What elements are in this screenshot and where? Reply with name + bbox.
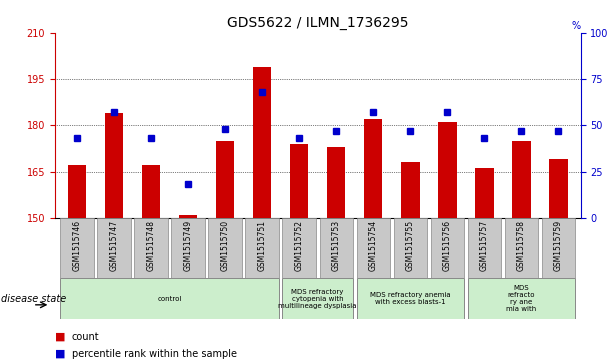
Text: percentile rank within the sample: percentile rank within the sample — [72, 349, 237, 359]
Bar — [356, 218, 390, 278]
Bar — [401, 162, 420, 218]
Text: MDS refractory
cytopenia with
multilineage dysplasia: MDS refractory cytopenia with multilinea… — [278, 289, 357, 309]
Bar — [512, 141, 531, 218]
Text: %: % — [572, 21, 581, 31]
Bar — [549, 159, 568, 218]
Bar — [542, 218, 575, 278]
Text: GSM1515753: GSM1515753 — [332, 220, 340, 271]
Bar — [105, 113, 123, 218]
Bar — [505, 218, 538, 278]
Text: ■: ■ — [55, 349, 65, 359]
Text: GSM1515757: GSM1515757 — [480, 220, 489, 271]
Bar — [253, 67, 271, 218]
Text: GSM1515759: GSM1515759 — [554, 220, 563, 271]
Text: GSM1515747: GSM1515747 — [109, 220, 119, 271]
Bar — [134, 218, 168, 278]
Bar — [67, 166, 86, 218]
Bar — [320, 218, 353, 278]
Text: GSM1515755: GSM1515755 — [406, 220, 415, 271]
Bar — [290, 144, 308, 218]
Text: GSM1515749: GSM1515749 — [184, 220, 193, 271]
Bar — [468, 218, 501, 278]
Bar — [364, 119, 382, 218]
Bar — [430, 218, 464, 278]
Bar — [216, 141, 234, 218]
Bar — [327, 147, 345, 218]
Bar — [475, 168, 494, 218]
Text: MDS refractory anemia
with excess blasts-1: MDS refractory anemia with excess blasts… — [370, 292, 451, 305]
Text: GSM1515752: GSM1515752 — [295, 220, 303, 271]
Text: disease state: disease state — [1, 294, 66, 303]
Text: GSM1515754: GSM1515754 — [368, 220, 378, 271]
Bar — [142, 166, 161, 218]
Bar — [171, 218, 205, 278]
Bar — [60, 278, 279, 319]
Text: GSM1515750: GSM1515750 — [221, 220, 230, 271]
Bar — [283, 278, 353, 319]
Bar — [179, 215, 198, 218]
Bar — [356, 278, 464, 319]
Text: GSM1515758: GSM1515758 — [517, 220, 526, 271]
Bar — [468, 278, 575, 319]
Bar — [97, 218, 131, 278]
Text: count: count — [72, 332, 99, 342]
Bar — [393, 218, 427, 278]
Text: GSM1515756: GSM1515756 — [443, 220, 452, 271]
Bar — [246, 218, 279, 278]
Title: GDS5622 / ILMN_1736295: GDS5622 / ILMN_1736295 — [227, 16, 409, 30]
Bar — [209, 218, 242, 278]
Text: MDS
refracto
ry ane
mia with: MDS refracto ry ane mia with — [506, 285, 536, 312]
Bar — [60, 218, 94, 278]
Text: control: control — [157, 295, 182, 302]
Text: GSM1515746: GSM1515746 — [72, 220, 81, 271]
Text: GSM1515748: GSM1515748 — [147, 220, 156, 271]
Text: GSM1515751: GSM1515751 — [258, 220, 267, 271]
Bar — [283, 218, 316, 278]
Bar — [438, 122, 457, 218]
Text: ■: ■ — [55, 332, 65, 342]
